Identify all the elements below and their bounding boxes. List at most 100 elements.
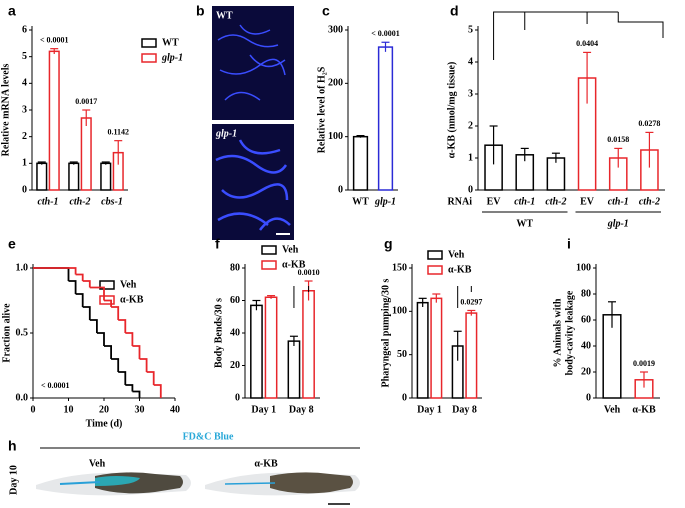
image-label: Veh bbox=[89, 458, 106, 469]
x-tick-label: α-KB bbox=[632, 404, 656, 415]
y-tick-label: 0 bbox=[402, 392, 407, 403]
p-value: 0.0019 bbox=[633, 359, 655, 368]
y-tick-label: 2 bbox=[22, 131, 27, 142]
y-tick-label: 5 bbox=[22, 51, 27, 62]
panel-letter: a bbox=[8, 3, 16, 19]
y-tick-label: 3 bbox=[468, 88, 473, 99]
comparison-bracket bbox=[293, 286, 310, 308]
y-tick-label: 50 bbox=[397, 349, 407, 360]
survival-step bbox=[104, 345, 112, 359]
bar bbox=[377, 46, 394, 191]
image-label: α-KB bbox=[254, 458, 278, 469]
p-value: 0.0010 bbox=[298, 268, 320, 277]
y-tick-label: 0 bbox=[338, 184, 343, 195]
legend-swatch bbox=[261, 245, 277, 255]
bar bbox=[48, 50, 60, 191]
survival-step bbox=[118, 371, 127, 385]
y-tick-label: 4 bbox=[468, 56, 473, 67]
legend-label: α-KB bbox=[448, 264, 472, 275]
survival-step bbox=[68, 280, 77, 294]
survival-step bbox=[75, 293, 84, 307]
legend-label: α-KB bbox=[120, 294, 144, 305]
legend-swatch bbox=[141, 38, 157, 48]
survival-step bbox=[153, 384, 162, 398]
y-tick-label: 1 bbox=[468, 152, 473, 163]
survival-step bbox=[89, 319, 98, 333]
y-axis-label: Relative mRNA levels bbox=[0, 64, 11, 157]
survival-step bbox=[33, 267, 77, 275]
p-value: 0.0297 bbox=[460, 297, 482, 306]
y-tick-label: 60 bbox=[230, 295, 240, 306]
group-label: glp-1 bbox=[607, 218, 629, 229]
legend-label: Veh bbox=[448, 249, 465, 260]
x-tick-label: 0 bbox=[31, 404, 36, 415]
worm-images bbox=[36, 472, 360, 505]
x-tick-label: cth-1 bbox=[37, 196, 58, 207]
legend-label: glp-1 bbox=[161, 52, 183, 63]
y-tick-label: 0 bbox=[468, 184, 473, 195]
legend-swatch bbox=[99, 295, 115, 305]
bar bbox=[416, 301, 429, 399]
x-tick-label: cth-2 bbox=[545, 196, 566, 207]
p-value: 0.0158 bbox=[607, 135, 629, 144]
y-axis-label: % Animals with bbox=[552, 298, 563, 367]
panel-letter: d bbox=[450, 3, 459, 19]
legend-swatch bbox=[99, 280, 115, 290]
survival-step bbox=[75, 273, 84, 281]
x-tick-label: glp-1 bbox=[374, 196, 396, 207]
panel-letter: i bbox=[567, 236, 571, 252]
x-axis-label: Time (d) bbox=[86, 418, 123, 429]
panel-letter: e bbox=[8, 236, 16, 252]
x-tick-label: cth-2 bbox=[639, 196, 660, 207]
x-tick-label: Day 8 bbox=[452, 404, 477, 415]
survival-step bbox=[139, 358, 148, 372]
group-label: WT bbox=[516, 218, 533, 229]
x-tick-label: EV bbox=[580, 196, 595, 207]
bar bbox=[68, 162, 80, 191]
x-tick-label: WT bbox=[352, 196, 369, 207]
panel-letter: g bbox=[384, 236, 393, 252]
y-tick-label: 40 bbox=[230, 327, 240, 338]
p-value: 0.0017 bbox=[75, 97, 97, 106]
bar bbox=[465, 312, 478, 399]
p-value: < 0.0001 bbox=[41, 381, 70, 390]
y-tick-label: 6 bbox=[22, 24, 27, 35]
bar bbox=[287, 340, 301, 399]
x-tick-label: cth-1 bbox=[608, 196, 629, 207]
y-tick-label: 1 bbox=[22, 158, 27, 169]
y-tick-label: 200 bbox=[328, 78, 343, 89]
y-tick-label: 300 bbox=[328, 24, 343, 35]
y-tick-label: 80 bbox=[230, 262, 240, 273]
bar bbox=[36, 162, 48, 191]
y-axis-label: Fraction alive bbox=[1, 303, 12, 363]
legend-swatch bbox=[261, 260, 277, 270]
bar bbox=[264, 296, 278, 399]
legend-label: α-KB bbox=[282, 259, 306, 270]
x-tick-label: 20 bbox=[99, 404, 109, 415]
panel-letter: f bbox=[215, 236, 220, 252]
bar bbox=[80, 117, 92, 191]
survival-step bbox=[111, 358, 120, 372]
survival-step bbox=[96, 332, 105, 346]
bar bbox=[352, 135, 369, 191]
y-tick-label: 3 bbox=[22, 104, 27, 115]
y-tick-label: 100 bbox=[328, 131, 343, 142]
survival-step bbox=[132, 390, 141, 398]
survival-step bbox=[89, 286, 105, 301]
legend-label: Veh bbox=[120, 279, 137, 290]
survival-step bbox=[33, 267, 70, 281]
survival-step bbox=[104, 299, 112, 307]
p-value: < 0.0001 bbox=[371, 29, 400, 38]
legend-label: Veh bbox=[282, 244, 299, 255]
panel-letter: h bbox=[8, 438, 17, 454]
y-tick-label: 150 bbox=[392, 262, 407, 273]
survival-step bbox=[111, 306, 120, 320]
y-tick-label: 0 bbox=[235, 392, 240, 403]
bar bbox=[430, 297, 443, 399]
y-axis-label: body-cavity leakage bbox=[564, 290, 575, 375]
p-value: 0.0278 bbox=[638, 119, 660, 128]
x-tick-label: cth-2 bbox=[69, 196, 90, 207]
y-tick-label: 5 bbox=[468, 24, 473, 35]
y-tick-label: 4 bbox=[22, 78, 27, 89]
legend-swatch bbox=[427, 265, 443, 275]
